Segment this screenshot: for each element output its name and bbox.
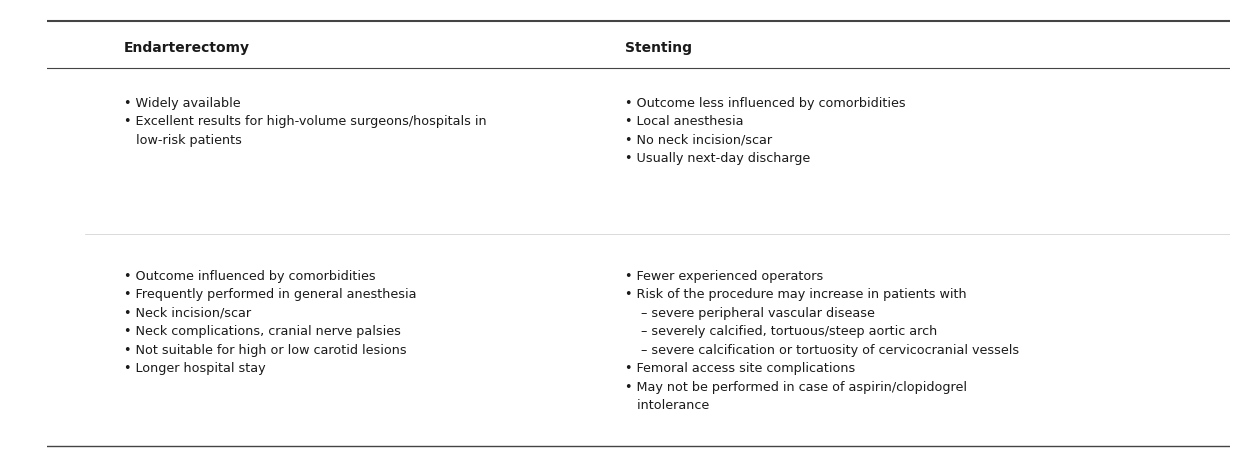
Text: • Widely available
• Excellent results for high-volume surgeons/hospitals in
   : • Widely available • Excellent results f… <box>124 97 487 147</box>
Bar <box>25 5 46 454</box>
Text: • Outcome influenced by comorbidities
• Frequently performed in general anesthes: • Outcome influenced by comorbidities • … <box>124 270 416 375</box>
Text: Stenting: Stenting <box>625 40 692 55</box>
Text: Cons: Cons <box>15 277 47 290</box>
Text: Endarterectomy: Endarterectomy <box>124 40 250 55</box>
Text: • Fewer experienced operators
• Risk of the procedure may increase in patients w: • Fewer experienced operators • Risk of … <box>625 270 1018 413</box>
Text: • Outcome less influenced by comorbidities
• Local anesthesia
• No neck incision: • Outcome less influenced by comorbiditi… <box>625 97 905 165</box>
Text: Pros: Pros <box>15 104 42 117</box>
